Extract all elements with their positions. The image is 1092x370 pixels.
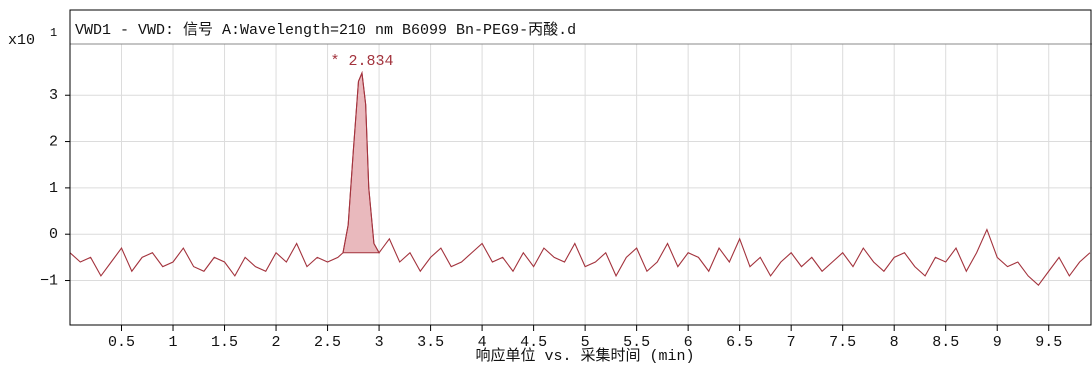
y-label-exponent: 1 — [50, 26, 57, 40]
x-tick-label: 2.5 — [314, 334, 341, 351]
y-tick-label: 3 — [49, 87, 58, 104]
peak-label: * 2.834 — [330, 53, 393, 70]
plot-frame — [69, 9, 1092, 326]
y-tick-label: 0 — [49, 226, 58, 243]
x-tick-label: 5.5 — [623, 334, 650, 351]
x-tick-label: 1 — [169, 334, 178, 351]
chart-title: VWD1 - VWD: 信号 A:Wavelength=210 nm B6099… — [75, 21, 576, 39]
x-tick-label: 0.5 — [108, 334, 135, 351]
x-tick-label: 4 — [478, 334, 487, 351]
y-tick-label: −1 — [40, 272, 58, 289]
y-tick-label: 2 — [49, 134, 58, 151]
x-tick-label: 9 — [993, 334, 1002, 351]
x-tick-label: 5 — [581, 334, 590, 351]
x-tick-label: 3.5 — [417, 334, 444, 351]
y-label: x10 — [8, 32, 35, 49]
x-tick-label: 6 — [684, 334, 693, 351]
y-tick-label: 1 — [49, 180, 58, 197]
x-tick-label: 7.5 — [829, 334, 856, 351]
x-tick-label: 8 — [890, 334, 899, 351]
x-tick-label: 9.5 — [1035, 334, 1062, 351]
signal-line — [69, 70, 1091, 286]
x-tick-label: 7 — [787, 334, 796, 351]
x-tick-label: 8.5 — [932, 334, 959, 351]
x-tick-label: 1.5 — [211, 334, 238, 351]
x-tick-label: 6.5 — [726, 334, 753, 351]
x-tick-label: 4.5 — [520, 334, 547, 351]
x-tick-label: 3 — [375, 334, 384, 351]
x-label: 响应单位 vs. 采集时间 (min) — [475, 346, 694, 365]
x-tick-label: 2 — [272, 334, 281, 351]
